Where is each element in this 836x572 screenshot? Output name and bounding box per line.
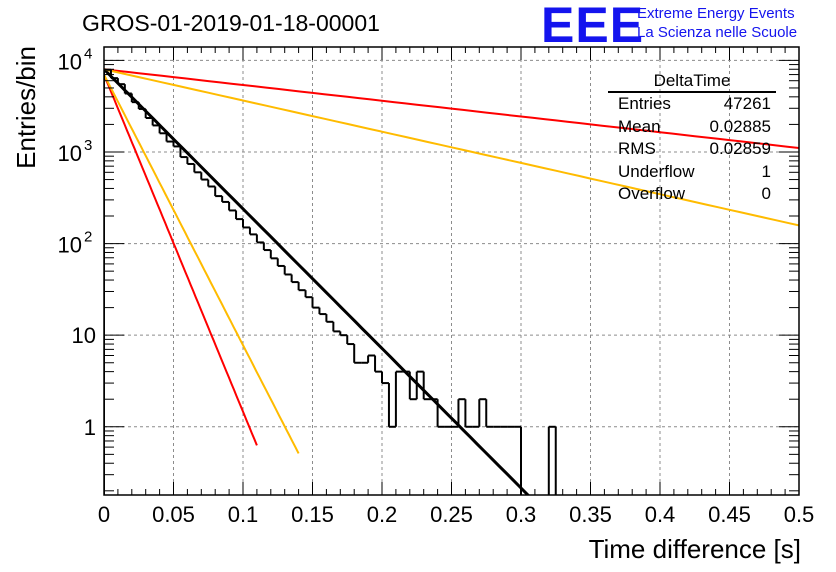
x-tick-label: 0.15 xyxy=(291,502,334,527)
stats-row-mean: Mean 0.02885 xyxy=(608,116,776,139)
x-tick-label: 0.4 xyxy=(645,502,676,527)
fit-line xyxy=(104,74,258,446)
stats-label: Entries xyxy=(618,94,671,113)
y-tick-label: 10 xyxy=(58,233,82,258)
fit-line xyxy=(104,68,799,227)
logo-subtitle-1: Extreme Energy Events xyxy=(637,5,795,22)
stats-row-rms: RMS 0.02859 xyxy=(608,138,776,161)
x-tick-label: 0.25 xyxy=(430,502,473,527)
histogram-series xyxy=(104,68,557,495)
stats-label: Mean xyxy=(618,116,661,136)
stats-label: RMS xyxy=(618,139,656,158)
stats-title: DeltaTime xyxy=(608,70,776,93)
stats-value: 47261 xyxy=(723,94,771,113)
stats-label: Underflow xyxy=(618,161,695,181)
stats-box: DeltaTime Entries 47261 Mean 0.02885 RMS… xyxy=(608,70,776,206)
x-tick-label: 0.2 xyxy=(367,502,398,527)
tick-labels: 0 0.05 0.1 0.15 0.2 0.25 0.3 0.35 0.4 0.45 0.51101… xyxy=(58,45,815,527)
fit-line xyxy=(104,74,300,454)
fit-line xyxy=(104,68,799,149)
stats-value: 0.02859 xyxy=(709,139,771,158)
chart-title: GROS-01-2019-01-18-00001 xyxy=(82,10,380,36)
fit-line xyxy=(104,68,531,495)
y-tick-label: 10 xyxy=(72,323,96,348)
fit-lines xyxy=(104,68,799,495)
stats-row-entries: Entries 47261 xyxy=(608,93,776,116)
x-tick-label: 0.45 xyxy=(708,502,751,527)
y-axis-label: Entries/bin xyxy=(11,46,41,169)
x-axis-label: Time difference [s] xyxy=(589,534,801,564)
x-tick-label: 0.5 xyxy=(784,502,815,527)
stats-row-underflow: Underflow 1 xyxy=(608,161,776,184)
stats-value: 1 xyxy=(761,161,771,181)
y-tick-exponent: 4 xyxy=(84,45,92,62)
x-tick-label: 0.1 xyxy=(228,502,259,527)
logo-subtitle-2: La Scienza nelle Scuole xyxy=(637,24,798,41)
y-tick-label: 1 xyxy=(84,415,96,440)
axis-ticks xyxy=(103,47,800,495)
stats-value: 0 xyxy=(761,184,771,203)
x-tick-label: 0.35 xyxy=(569,502,612,527)
stats-label: Overflow xyxy=(618,184,686,203)
y-tick-label: 10 xyxy=(58,141,82,166)
grid xyxy=(104,47,799,495)
y-tick-exponent: 3 xyxy=(84,137,92,154)
y-tick-exponent: 2 xyxy=(84,229,92,246)
stats-row-overflow: Overflow 0 xyxy=(608,183,776,206)
x-tick-label: 0.05 xyxy=(152,502,195,527)
x-tick-label: 0.3 xyxy=(506,502,537,527)
stats-value: 0.02885 xyxy=(709,116,771,136)
eee-logo: EEE xyxy=(541,0,645,53)
y-tick-label: 10 xyxy=(58,49,82,74)
x-tick-label: 0 xyxy=(98,502,110,527)
